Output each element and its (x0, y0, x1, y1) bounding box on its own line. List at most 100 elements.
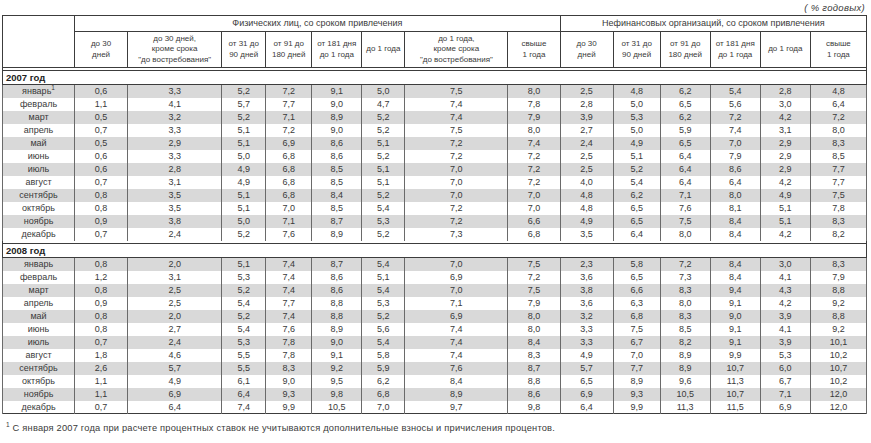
rate-value-cell: 0,9 (75, 215, 128, 228)
table-row: март0,82,55,27,48,65,47,07,53,86,68,39,4… (3, 284, 867, 297)
column-group-header-1: Физических лиц, со сроком привлечения (75, 16, 561, 32)
rate-value-cell: 8,2 (810, 228, 866, 241)
column-header-12: от 181 дня до 1 года (710, 32, 760, 68)
rate-value-cell: 8,3 (660, 284, 710, 297)
column-header-1: до 30 дней (75, 32, 128, 68)
rate-value-cell: 5,7 (128, 362, 222, 375)
rate-value-cell: 8,0 (810, 124, 866, 137)
rate-value-cell: 4,8 (560, 189, 613, 202)
rate-value-cell: 2,4 (560, 137, 613, 150)
column-header-6: до 1 года (362, 32, 405, 68)
rate-value-cell: 6,3 (613, 297, 660, 310)
rate-value-cell: 6,2 (613, 189, 660, 202)
rate-value-cell: 8,5 (312, 202, 362, 215)
rate-value-cell: 9,0 (312, 336, 362, 349)
rate-value-cell: 4,6 (128, 349, 222, 362)
rate-value-cell: 6,9 (128, 388, 222, 401)
rate-value-cell: 8,6 (508, 388, 560, 401)
column-header-10: от 31 до 90 дней (613, 32, 660, 68)
column-header-7: до 1 года, кроме срока "до востребования… (405, 32, 508, 68)
rate-value-cell: 5,4 (362, 336, 405, 349)
rate-value-cell: 5,1 (362, 137, 405, 150)
month-label: июль (3, 336, 75, 349)
rate-value-cell: 2,9 (760, 163, 810, 176)
rate-value-cell: 4,2 (760, 176, 810, 189)
rate-value-cell: 4,8 (613, 85, 660, 98)
rate-value-cell: 7,2 (810, 111, 866, 124)
month-label: март (3, 284, 75, 297)
rate-value-cell: 7,2 (660, 258, 710, 271)
rate-value-cell: 6,1 (222, 375, 266, 388)
rate-value-cell: 4,7 (362, 98, 405, 111)
rate-value-cell: 7,8 (810, 202, 866, 215)
rate-value-cell: 5,1 (222, 124, 266, 137)
rate-value-cell: 7,5 (810, 189, 866, 202)
rate-value-cell: 2,0 (128, 310, 222, 323)
rate-value-cell: 7,2 (266, 124, 312, 137)
rate-value-cell: 8,6 (312, 137, 362, 150)
rate-value-cell: 9,2 (810, 323, 866, 336)
table-row: апрель0,73,35,17,29,05,27,58,02,75,05,97… (3, 124, 867, 137)
rate-value-cell: 5,5 (222, 349, 266, 362)
rate-value-cell: 8,4 (508, 336, 560, 349)
rate-value-cell: 0,8 (75, 189, 128, 202)
rate-value-cell: 8,4 (710, 271, 760, 284)
rate-value-cell: 8,8 (312, 310, 362, 323)
rate-value-cell: 7,0 (266, 202, 312, 215)
rate-value-cell: 8,5 (312, 163, 362, 176)
rate-value-cell: 7,2 (508, 163, 560, 176)
table-row: февраль1,14,15,77,79,04,77,47,82,85,06,5… (3, 98, 867, 111)
rate-value-cell: 6,5 (613, 215, 660, 228)
rate-value-cell: 7,4 (266, 271, 312, 284)
rate-value-cell: 6,7 (613, 336, 660, 349)
rate-value-cell: 8,0 (508, 323, 560, 336)
rate-value-cell: 5,4 (222, 297, 266, 310)
rate-value-cell: 5,8 (362, 349, 405, 362)
rate-value-cell: 9,9 (266, 401, 312, 414)
rate-value-cell: 10,5 (312, 401, 362, 414)
table-row: ноябрь0,93,85,07,18,75,37,26,64,96,57,58… (3, 215, 867, 228)
rate-value-cell: 1,1 (75, 98, 128, 111)
rate-value-cell: 8,6 (312, 284, 362, 297)
month-label: февраль (3, 271, 75, 284)
rate-value-cell: 2,8 (128, 163, 222, 176)
rate-value-cell: 8,4 (710, 228, 760, 241)
rate-value-cell: 6,4 (660, 176, 710, 189)
rate-value-cell: 8,0 (660, 297, 710, 310)
rate-value-cell: 0,6 (75, 163, 128, 176)
rate-value-cell: 9,1 (710, 336, 760, 349)
month-label: май (3, 137, 75, 150)
rate-value-cell: 7,5 (405, 124, 508, 137)
rate-value-cell: 6,9 (760, 401, 810, 414)
rate-value-cell: 0,7 (75, 336, 128, 349)
column-header-8: свыше 1 года (508, 32, 560, 68)
rate-value-cell: 8,6 (710, 163, 760, 176)
rate-value-cell: 2,5 (560, 150, 613, 163)
column-header-2: до 30 дней, кроме срока "до востребовани… (128, 32, 222, 68)
column-header-3: от 31 до 90 дней (222, 32, 266, 68)
rate-value-cell: 8,4 (405, 375, 508, 388)
rate-value-cell: 9,3 (266, 388, 312, 401)
rate-value-cell: 8,9 (405, 388, 508, 401)
rate-value-cell: 5,3 (222, 271, 266, 284)
month-label: июнь (3, 323, 75, 336)
rate-value-cell: 3,6 (560, 271, 613, 284)
table-row: август0,73,14,96,88,55,17,07,24,05,46,46… (3, 176, 867, 189)
rate-value-cell: 7,1 (760, 388, 810, 401)
rate-value-cell: 5,2 (222, 284, 266, 297)
rate-value-cell: 3,3 (560, 323, 613, 336)
table-row: июль0,72,45,37,89,05,47,48,43,36,78,29,1… (3, 336, 867, 349)
rate-value-cell: 3,1 (128, 271, 222, 284)
rate-value-cell: 5,7 (560, 362, 613, 375)
footnote-text: С января 2007 года при расчете процентны… (10, 423, 555, 433)
rate-value-cell: 3,0 (760, 258, 810, 271)
rate-value-cell: 7,0 (508, 189, 560, 202)
rate-value-cell: 7,2 (266, 85, 312, 98)
table-row: июль0,62,84,96,88,55,17,07,22,55,26,48,6… (3, 163, 867, 176)
rate-value-cell: 7,0 (405, 176, 508, 189)
rate-value-cell: 11,5 (710, 401, 760, 414)
table-row: апрель0,92,55,47,78,85,37,17,93,66,38,09… (3, 297, 867, 310)
rate-value-cell: 2,9 (760, 137, 810, 150)
footnote-ref: 1 (51, 84, 55, 91)
year-section-label: 2008 год (3, 244, 867, 258)
